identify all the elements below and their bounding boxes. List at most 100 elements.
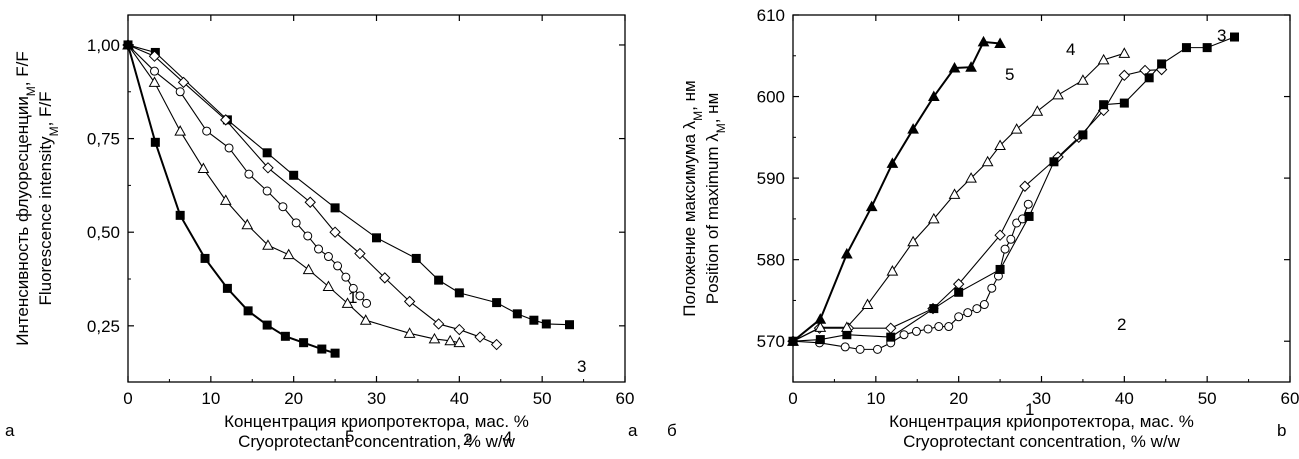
data-point [565, 320, 575, 330]
data-point [954, 287, 964, 297]
x-tick-label: 40 [1115, 389, 1134, 408]
panel-label: б [667, 421, 677, 440]
data-point [954, 312, 964, 322]
data-point [150, 66, 160, 76]
data-point [411, 253, 421, 263]
data-point [885, 322, 897, 334]
data-point [855, 344, 865, 354]
panel-label: a [5, 421, 15, 440]
data-point [994, 229, 1006, 241]
data-point [840, 321, 853, 332]
data-point [1024, 211, 1034, 221]
data-point [1000, 244, 1010, 254]
data-point [302, 263, 315, 275]
data-point [886, 332, 896, 342]
series-line [792, 69, 1162, 342]
data-point [886, 265, 899, 276]
data-point [220, 114, 232, 126]
x-tick-label: 20 [949, 389, 968, 408]
data-point [175, 87, 185, 97]
x-axis-title: Концентрация криопротектора, мас. % [889, 412, 1194, 431]
series-line [127, 44, 460, 344]
data-point [944, 322, 954, 332]
x-tick-label: 20 [284, 389, 303, 408]
data-point [262, 148, 272, 158]
data-point [1006, 234, 1016, 244]
panel-label: b [1277, 421, 1286, 440]
y-tick-label: 0,50 [87, 223, 120, 242]
data-point [428, 332, 441, 344]
series-1: 1 [123, 40, 372, 308]
data-point [241, 218, 254, 230]
y-tick-label: 0,75 [87, 130, 120, 149]
x-axis-title: Cryoprotectant concentration, % w/w [903, 432, 1181, 451]
series-1: 1 [788, 199, 1034, 419]
data-point [512, 309, 522, 319]
data-point [815, 335, 825, 345]
data-point [282, 248, 295, 260]
data-point [840, 342, 850, 352]
data-point [123, 40, 133, 50]
data-point [923, 324, 933, 334]
data-point [927, 212, 940, 224]
data-point [979, 300, 989, 310]
data-point [359, 314, 372, 325]
data-point [197, 162, 210, 174]
plot-frame [792, 14, 1291, 383]
data-point [787, 335, 799, 346]
series-2: 2 [787, 63, 1168, 347]
data-point [927, 90, 940, 102]
data-point [304, 196, 316, 208]
data-point [1118, 69, 1131, 82]
x-tick-label: 50 [533, 389, 552, 408]
series-label: 4 [503, 428, 512, 447]
data-point [453, 336, 466, 348]
data-point [314, 244, 324, 254]
data-point [911, 326, 921, 336]
x-tick-label: 30 [1032, 389, 1051, 408]
series-4: 4 [787, 40, 1131, 346]
data-point [872, 344, 882, 354]
data-point [948, 61, 961, 73]
data-point [222, 283, 232, 293]
series-line [127, 44, 570, 326]
x-tick-label: 10 [201, 389, 220, 408]
data-point [299, 338, 309, 348]
x-tick-label: 50 [1198, 389, 1217, 408]
data-point [972, 304, 982, 314]
data-point [330, 348, 340, 358]
data-point [987, 283, 997, 293]
x-tick-label: 0 [788, 389, 797, 408]
data-point [262, 186, 272, 196]
data-point [995, 264, 1005, 274]
data-point [994, 139, 1006, 150]
data-point [1202, 43, 1212, 53]
data-point [861, 298, 874, 310]
series-4: 4 [122, 39, 512, 447]
series-line [792, 40, 1001, 343]
data-point [1119, 98, 1129, 108]
data-point [150, 137, 160, 147]
y-axis-title: Position of maximum λM, нм [703, 93, 728, 305]
data-point [453, 323, 466, 336]
data-point [224, 143, 234, 153]
data-point [1097, 53, 1110, 65]
data-point [219, 194, 232, 205]
data-point [1052, 88, 1064, 100]
data-point [907, 123, 919, 134]
data-point [289, 170, 299, 180]
x-tick-label: 60 [1281, 389, 1299, 408]
y-tick-label: 1,00 [87, 36, 120, 55]
data-point [474, 331, 486, 343]
data-point [200, 253, 210, 263]
y-tick-label: 600 [757, 88, 785, 107]
data-point [965, 61, 977, 72]
data-point [403, 295, 416, 308]
series-label: 4 [1066, 40, 1075, 59]
y-tick-label: 580 [757, 251, 785, 270]
data-point [444, 334, 457, 346]
y-axis-title: Положение максимума λM, нм [680, 80, 705, 316]
x-tick-label: 0 [123, 389, 132, 408]
data-point [1010, 123, 1023, 134]
